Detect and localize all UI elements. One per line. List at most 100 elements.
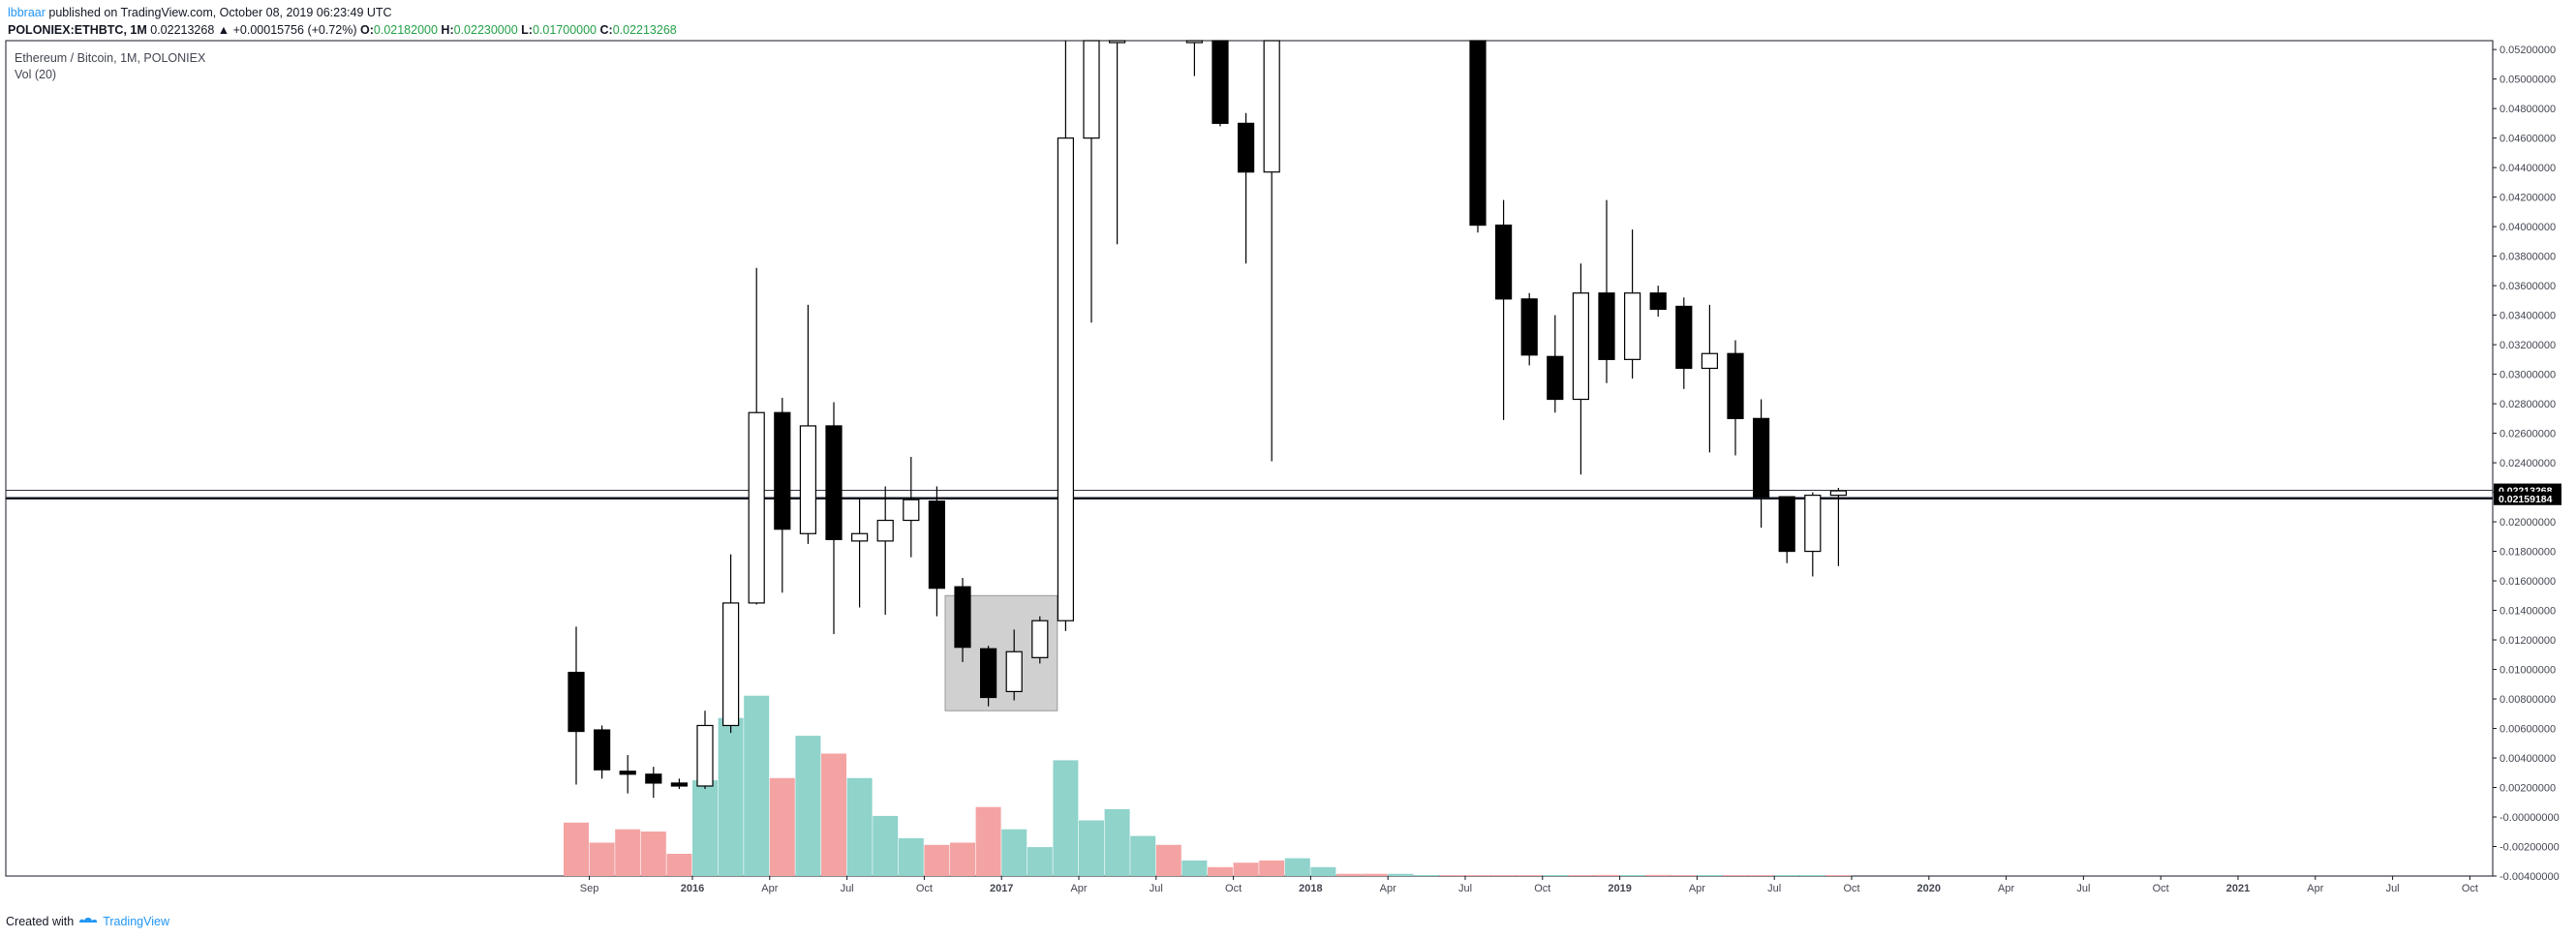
symbol-label: POLONIEX:ETHBTC, 1M bbox=[8, 23, 147, 37]
candle-body bbox=[1083, 40, 1100, 139]
candle bbox=[619, 754, 636, 794]
price-tick-label: 0.01400000 bbox=[2499, 606, 2556, 618]
volume-bar bbox=[1568, 875, 1594, 876]
volume-bar bbox=[1825, 875, 1852, 876]
volume-bar bbox=[1155, 844, 1181, 876]
candle bbox=[1031, 616, 1049, 664]
candle bbox=[928, 486, 946, 617]
candle-body bbox=[1031, 620, 1049, 658]
price-tick-label: 0.01600000 bbox=[2499, 576, 2556, 588]
time-tick-label: Apr bbox=[1998, 883, 2014, 894]
candle bbox=[1263, 40, 1280, 462]
candle-body bbox=[825, 425, 843, 540]
volume-bar bbox=[846, 777, 873, 876]
legend-volume: Vol (20) bbox=[15, 68, 57, 81]
price-tick-label: 0.03000000 bbox=[2499, 370, 2556, 381]
volume-bar bbox=[1619, 875, 1645, 876]
candle-body bbox=[567, 671, 585, 733]
volume-bar bbox=[769, 777, 795, 876]
volume-bar bbox=[1799, 875, 1825, 876]
volume-bar bbox=[1208, 866, 1233, 876]
candle bbox=[567, 626, 585, 785]
candle-body bbox=[1005, 651, 1023, 693]
candle bbox=[1727, 340, 1744, 456]
time-tick-label: Sep bbox=[580, 883, 599, 894]
time-tick-label: Jul bbox=[1458, 883, 1472, 894]
volume-bar bbox=[1671, 875, 1697, 876]
volume-bar bbox=[1181, 860, 1208, 876]
candle bbox=[670, 778, 689, 790]
candle bbox=[1752, 399, 1770, 529]
volume-bar bbox=[1362, 873, 1388, 876]
volume-bar bbox=[1233, 862, 1259, 876]
volume-bar bbox=[615, 829, 641, 876]
price-tick-label: 0.05200000 bbox=[2499, 45, 2556, 56]
volume-bar bbox=[1465, 875, 1490, 876]
volume-bar bbox=[1053, 760, 1079, 876]
volume-bar bbox=[589, 842, 615, 876]
candle-body bbox=[1649, 292, 1667, 311]
time-axis[interactable]: Sep 2016 Apr Jul Oct 2017 Apr Jul Oct 2018 Apr Jul O… bbox=[580, 876, 2478, 894]
candle-body bbox=[1520, 298, 1538, 356]
volume-bar bbox=[1079, 820, 1104, 876]
last-price: 0.02213268 bbox=[150, 23, 215, 37]
time-tick-label: Oct bbox=[1843, 883, 1859, 894]
price-tick-label: 0.01800000 bbox=[2499, 547, 2556, 559]
price-tick-label: 0.04200000 bbox=[2499, 193, 2556, 204]
candle-body bbox=[748, 411, 765, 604]
candle-body bbox=[1185, 40, 1204, 44]
volume-bar bbox=[975, 806, 1001, 876]
footer: Created with TradingView bbox=[6, 914, 169, 928]
candle-body bbox=[1701, 352, 1719, 370]
volume-bar bbox=[1413, 875, 1439, 876]
time-tick-label: 2017 bbox=[990, 883, 1013, 894]
time-tick-label: Oct bbox=[2153, 883, 2169, 894]
time-tick-label: Jul bbox=[1767, 883, 1781, 894]
candle-body bbox=[850, 532, 869, 542]
candle-body bbox=[619, 771, 636, 775]
volume-bar bbox=[1001, 829, 1027, 876]
tradingview-logo-icon[interactable] bbox=[77, 914, 99, 928]
volume-bar bbox=[1130, 835, 1156, 876]
candle-body bbox=[903, 499, 920, 522]
price-tick-label: 0.01000000 bbox=[2499, 665, 2556, 677]
volume-bar bbox=[950, 842, 975, 876]
author-link[interactable]: lbbraar bbox=[8, 6, 46, 19]
volume-bar bbox=[1594, 874, 1619, 876]
time-tick-label: Oct bbox=[916, 883, 933, 894]
candle-body bbox=[1804, 495, 1822, 553]
candle-body bbox=[774, 411, 791, 530]
price-axis[interactable]: 0.05200000 0.05000000 0.04800000 0.04600000… bbox=[2493, 45, 2560, 883]
candle bbox=[1598, 199, 1615, 383]
price-tick-label: 0.05000000 bbox=[2499, 75, 2556, 86]
time-tick-label: Jul bbox=[2386, 883, 2400, 894]
candle-body bbox=[670, 782, 689, 787]
candle-body bbox=[1057, 137, 1075, 621]
volume-bars bbox=[564, 695, 1852, 876]
volume-bar bbox=[1284, 858, 1310, 876]
candle-body bbox=[1263, 40, 1280, 173]
time-tick-label: Apr bbox=[2307, 883, 2323, 894]
candle-body bbox=[1727, 352, 1744, 419]
price-change: ▲ +0.00015756 (+0.72%) bbox=[217, 23, 357, 37]
price-tick-label: 0.00800000 bbox=[2499, 694, 2556, 706]
candle-body bbox=[1211, 40, 1229, 124]
candle bbox=[1005, 629, 1023, 701]
candle-body bbox=[1829, 490, 1848, 497]
price-tick-label: 0.01200000 bbox=[2499, 635, 2556, 647]
price-tick-label: -0.00000000 bbox=[2499, 812, 2560, 824]
open-label: O: bbox=[360, 23, 374, 37]
candle-body bbox=[1237, 122, 1255, 173]
candle bbox=[1057, 41, 1075, 631]
candle bbox=[1623, 229, 1641, 379]
candle bbox=[1211, 40, 1229, 127]
tradingview-link[interactable]: TradingView bbox=[103, 914, 169, 928]
candle bbox=[593, 725, 611, 779]
candle bbox=[1494, 199, 1513, 420]
chart-pane[interactable] bbox=[5, 40, 2494, 877]
volume-bar bbox=[873, 815, 899, 876]
time-tick-label: Jul bbox=[1150, 883, 1163, 894]
chart-legend: Ethereum / Bitcoin, 1M, POLONIEX Vol (20… bbox=[15, 50, 205, 83]
close-value: 0.02213268 bbox=[612, 23, 677, 37]
